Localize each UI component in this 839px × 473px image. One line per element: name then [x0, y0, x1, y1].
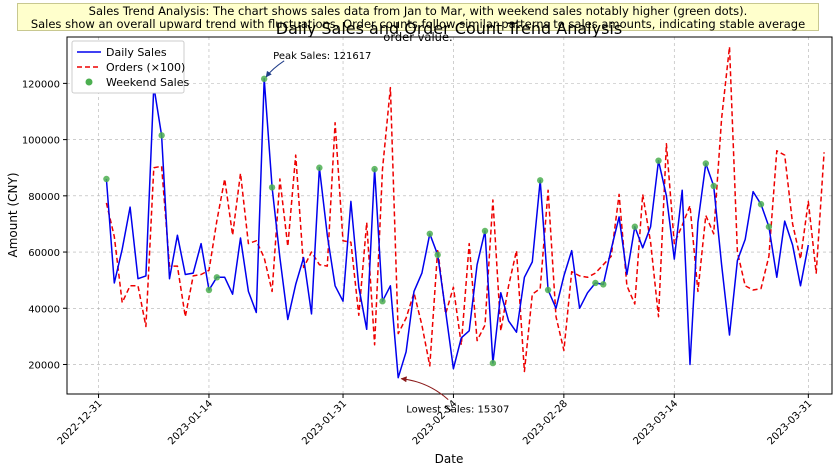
weekend-dot	[757, 201, 765, 208]
x-tick-label: 2023-03-31	[766, 398, 815, 447]
weekend-dot	[426, 230, 433, 237]
x-axis-ticks: 2022-12-31 2023-01-14 2023-01-31 2023-02-14…	[56, 394, 815, 447]
x-tick-label: 2023-03-14	[632, 398, 681, 447]
legend-box	[71, 40, 185, 94]
y-tick-label: 80000	[28, 192, 60, 203]
weekend-dot	[481, 227, 489, 235]
weekend-dot	[631, 223, 639, 230]
x-axis-label: Date	[435, 452, 464, 466]
series-group	[105, 46, 825, 379]
weekend-dot	[489, 359, 497, 367]
lowest-annotation: Lowest Sales: 15307	[406, 405, 509, 416]
y-axis-ticks: 20000 40000 60000 80000 100000 120000	[22, 79, 67, 371]
legend-label-weekend: Weekend Sales	[106, 76, 190, 89]
plot-frame	[66, 36, 833, 395]
peak-annotation: Peak Sales: 121617	[273, 51, 371, 62]
y-tick-label: 40000	[28, 304, 60, 315]
banner-line-1: Sales Trend Analysis: The chart shows sa…	[88, 4, 748, 18]
weekend-dot	[702, 160, 710, 167]
x-tick-label: 2022-12-31	[56, 398, 105, 447]
analysis-banner: Sales Trend Analysis: The chart shows sa…	[17, 3, 819, 44]
weekend-dot	[379, 298, 386, 305]
series-line-daily-sales	[105, 78, 810, 379]
weekend-dot	[213, 274, 221, 281]
y-tick-label: 100000	[22, 136, 60, 147]
weekend-dot	[765, 223, 773, 230]
y-tick-label: 20000	[28, 360, 60, 371]
weekend-dot	[600, 281, 607, 288]
legend: Daily Sales Orders (×100) Weekend Sales	[71, 40, 190, 94]
series-line-orders	[105, 46, 825, 373]
weekend-dot	[103, 175, 110, 183]
weekend-dot	[316, 164, 323, 171]
legend-label-orders: Orders (×100)	[106, 61, 185, 74]
weekend-dot	[268, 184, 276, 191]
weekend-dot	[371, 165, 378, 173]
x-tick-label: 2023-01-31	[300, 398, 349, 447]
legend-swatch-weekend	[85, 78, 93, 86]
y-axis-label: Amount (CNY)	[6, 172, 20, 257]
weekend-dots	[103, 75, 773, 367]
weekend-dot	[434, 251, 441, 259]
x-tick-label: 2023-02-28	[521, 398, 570, 447]
chart-title: Daily Sales and Order Count Trend Analys…	[276, 19, 622, 38]
weekend-dot	[655, 157, 662, 164]
annotations: Peak Sales: 121617 Lowest Sales: 15307	[265, 51, 509, 416]
peak-arrow	[265, 60, 285, 78]
weekend-dot	[205, 286, 213, 294]
legend-label-sales: Daily Sales	[106, 46, 167, 59]
weekend-dot	[158, 132, 165, 139]
y-tick-label: 60000	[28, 248, 60, 259]
weekend-dot	[710, 182, 717, 190]
y-tick-label: 120000	[22, 79, 60, 90]
weekend-dot	[592, 279, 599, 287]
lowest-arrow	[400, 376, 449, 401]
weekend-dot	[260, 75, 268, 83]
grid-lines	[67, 37, 832, 394]
x-tick-label: 2023-01-14	[166, 398, 215, 447]
weekend-dot	[544, 286, 552, 294]
weekend-dot	[536, 177, 544, 184]
